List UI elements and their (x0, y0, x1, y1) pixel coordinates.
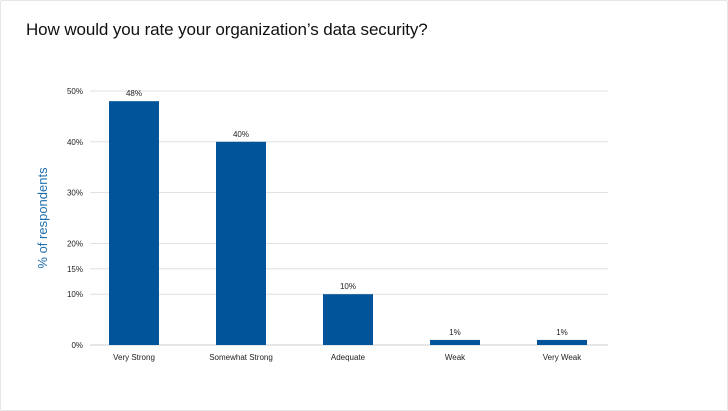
data-label: 1% (556, 328, 568, 337)
category-label: Very Weak (543, 353, 583, 362)
category-label: Very Strong (113, 353, 155, 362)
y-tick-label: 30% (67, 189, 83, 198)
chart-title: How would you rate your organization’s d… (26, 20, 428, 39)
y-tick-label: 15% (67, 265, 83, 274)
bar (537, 339, 587, 345)
data-label: 1% (449, 328, 461, 337)
category-label: Weak (445, 353, 466, 362)
bars (109, 101, 587, 345)
data-label: 10% (340, 282, 356, 291)
bar (109, 101, 159, 345)
data-label: 48% (126, 89, 142, 98)
bar (430, 339, 480, 345)
category-label: Somewhat Strong (209, 353, 273, 362)
y-tick-label: 20% (67, 239, 83, 248)
bar (216, 141, 266, 345)
category-label: Adequate (331, 353, 366, 362)
y-tick-label: 50% (67, 87, 83, 96)
y-tick-labels: 0% 10% 15% 20% 30% 40% 50% (67, 87, 83, 350)
category-labels: Very Strong Somewhat Strong Adequate Weak Ve… (113, 353, 582, 362)
y-axis-label: % of respondents (35, 167, 50, 269)
data-labels: 48% 40% 10% 1% 1% (126, 89, 568, 337)
y-tick-label: 40% (67, 138, 83, 147)
y-tick-label: 10% (67, 290, 83, 299)
data-label: 40% (233, 130, 249, 139)
bar (323, 294, 373, 345)
y-tick-label: 0% (71, 341, 83, 350)
